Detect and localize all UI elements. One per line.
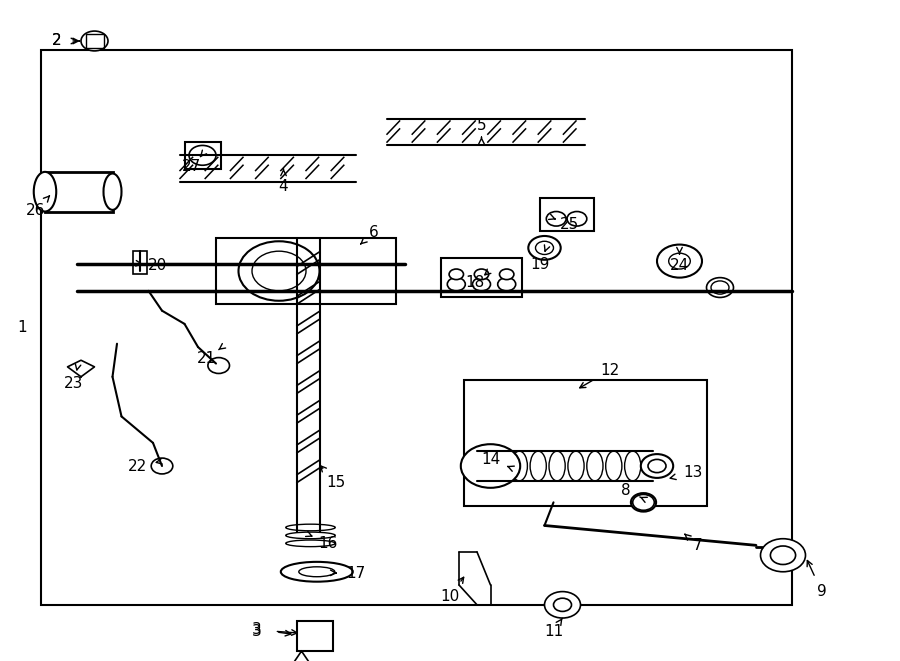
Text: 15: 15 <box>326 475 346 490</box>
Text: 17: 17 <box>346 566 365 581</box>
Circle shape <box>472 278 490 291</box>
Text: 2: 2 <box>52 34 61 48</box>
Text: 4: 4 <box>279 179 288 194</box>
Circle shape <box>151 458 173 474</box>
Circle shape <box>546 212 566 226</box>
Circle shape <box>500 269 514 280</box>
Text: 7: 7 <box>693 538 702 553</box>
Text: 19: 19 <box>530 257 550 272</box>
Bar <box>133 251 147 274</box>
Text: 8: 8 <box>621 483 630 498</box>
Text: 2: 2 <box>52 34 61 48</box>
Text: 12: 12 <box>600 363 620 377</box>
Circle shape <box>657 245 702 278</box>
Text: 1: 1 <box>18 320 27 334</box>
Circle shape <box>760 539 806 572</box>
Bar <box>216 238 396 304</box>
Text: 3: 3 <box>252 622 261 637</box>
Circle shape <box>633 494 654 510</box>
Text: 20: 20 <box>148 258 167 273</box>
Ellipse shape <box>631 493 656 512</box>
Circle shape <box>238 241 320 301</box>
Text: 22: 22 <box>128 459 148 473</box>
Text: 25: 25 <box>560 217 580 232</box>
Text: 13: 13 <box>683 465 703 480</box>
Text: 23: 23 <box>64 376 84 391</box>
Text: 18: 18 <box>465 276 485 290</box>
Circle shape <box>461 444 520 488</box>
Text: 26: 26 <box>26 203 46 217</box>
Text: 24: 24 <box>670 258 689 273</box>
Text: 14: 14 <box>481 452 500 467</box>
Ellipse shape <box>34 172 56 212</box>
Text: 21: 21 <box>197 351 217 366</box>
Circle shape <box>567 212 587 226</box>
Bar <box>184 142 220 169</box>
Bar <box>464 380 706 506</box>
Circle shape <box>528 236 561 260</box>
Ellipse shape <box>281 562 353 582</box>
Bar <box>540 198 594 231</box>
Circle shape <box>81 31 108 51</box>
Circle shape <box>641 454 673 478</box>
Circle shape <box>208 358 230 373</box>
Text: 10: 10 <box>440 589 460 603</box>
Text: 5: 5 <box>477 118 486 133</box>
Text: 3: 3 <box>252 624 261 639</box>
Ellipse shape <box>706 278 733 297</box>
Circle shape <box>449 269 464 280</box>
Bar <box>86 34 104 48</box>
Circle shape <box>498 278 516 291</box>
Bar <box>441 258 522 297</box>
Text: 9: 9 <box>817 584 826 599</box>
Bar <box>297 621 333 651</box>
Text: 11: 11 <box>544 624 563 639</box>
Circle shape <box>770 546 796 564</box>
Text: 6: 6 <box>369 225 378 240</box>
Bar <box>45 172 112 212</box>
Text: 16: 16 <box>319 536 338 551</box>
Circle shape <box>189 145 216 165</box>
Circle shape <box>447 278 465 291</box>
Polygon shape <box>292 651 310 661</box>
Ellipse shape <box>104 173 122 210</box>
Circle shape <box>474 269 489 280</box>
Circle shape <box>544 592 580 618</box>
Bar <box>40 50 792 605</box>
Text: 27: 27 <box>182 159 202 174</box>
